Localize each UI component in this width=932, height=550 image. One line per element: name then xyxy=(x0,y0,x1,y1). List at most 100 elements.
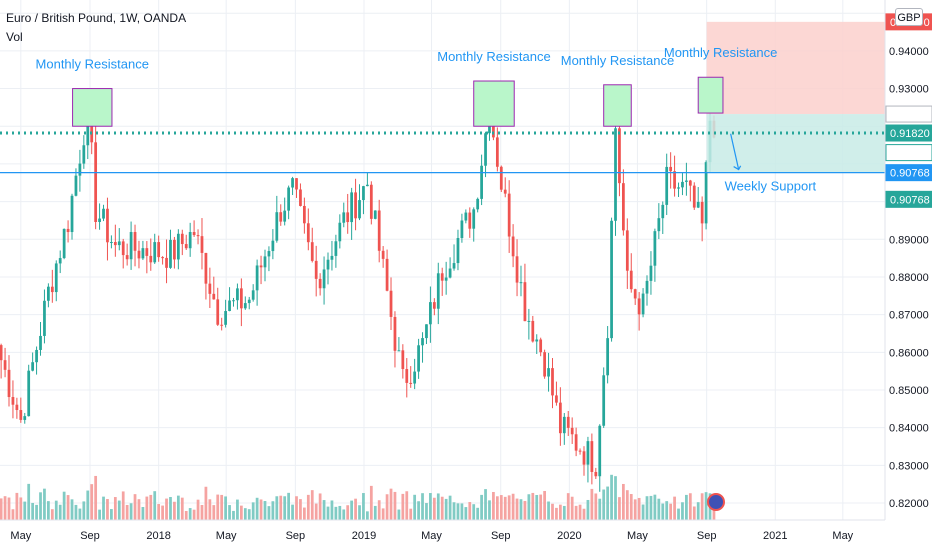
volume-bar xyxy=(606,486,610,520)
time-tick-label: May xyxy=(421,530,442,542)
volume-bar xyxy=(27,483,31,520)
price-tick-label: 0.85000 xyxy=(889,385,929,397)
support-arrow-line xyxy=(730,133,740,170)
candle-body xyxy=(70,195,74,233)
candle-body xyxy=(358,200,361,219)
volume-bar xyxy=(421,493,424,520)
price-tick-label: 0.86000 xyxy=(889,347,929,359)
volume-bar xyxy=(586,499,590,520)
candle-body xyxy=(271,240,275,252)
candle-body xyxy=(279,212,283,222)
volume-bar xyxy=(566,493,570,520)
candle-body xyxy=(665,166,669,205)
candle-body xyxy=(354,192,357,219)
volume-bar xyxy=(259,499,263,520)
candle-body xyxy=(346,212,350,223)
candle-body xyxy=(574,434,578,451)
volume-bar xyxy=(299,499,302,520)
event-marker-icon[interactable] xyxy=(707,493,725,511)
volume-bar xyxy=(551,503,554,520)
volume-bar xyxy=(43,488,46,520)
candle-body xyxy=(397,350,401,352)
candle-body xyxy=(173,239,176,260)
volume-bar xyxy=(547,501,550,520)
volume-bar xyxy=(704,492,708,520)
candle-body xyxy=(389,290,393,317)
volume-bar xyxy=(330,500,334,520)
candle-body xyxy=(145,248,149,256)
volume-bar xyxy=(200,504,204,520)
candle-body xyxy=(488,122,491,134)
volume-bar xyxy=(263,501,267,520)
candle-body xyxy=(98,218,101,222)
candle-body xyxy=(606,338,610,376)
volume-bar xyxy=(176,495,180,520)
candle-body xyxy=(625,230,629,271)
volume-bar xyxy=(23,501,27,520)
volume-bar xyxy=(287,492,291,520)
candle-body xyxy=(200,236,204,253)
resistance-zone xyxy=(603,84,632,127)
price-tag-label: 0.90768 xyxy=(890,194,930,206)
candle-body xyxy=(362,186,365,201)
candle-body xyxy=(405,369,409,383)
candle-body xyxy=(228,300,231,312)
candle-body xyxy=(43,300,46,336)
volume-bar xyxy=(188,508,192,520)
volume-bar xyxy=(389,488,393,520)
price-axis-background xyxy=(885,0,932,550)
candle-body xyxy=(287,187,291,211)
volume-bar xyxy=(106,499,109,520)
candle-body xyxy=(551,368,554,396)
candle-body xyxy=(570,427,574,435)
volume-bar xyxy=(543,490,546,520)
price-tick-label: 0.87000 xyxy=(889,310,929,322)
volume-bar xyxy=(310,490,314,520)
candle-body xyxy=(696,201,700,208)
volume-bar xyxy=(279,495,283,520)
volume-bar xyxy=(614,476,617,520)
candle-body xyxy=(192,232,196,236)
candle-body xyxy=(54,263,58,293)
volume-bar xyxy=(66,495,70,520)
candle-body xyxy=(121,241,125,256)
volume-bar xyxy=(574,505,578,520)
time-tick-label: 2020 xyxy=(557,530,581,542)
volume-bar xyxy=(610,474,613,520)
volume-bar xyxy=(625,490,629,520)
volume-bar xyxy=(519,499,523,520)
time-tick-label: May xyxy=(832,530,853,542)
candle-body xyxy=(169,239,172,268)
candle-body xyxy=(47,286,50,301)
volume-bar xyxy=(224,496,227,520)
candle-body xyxy=(641,293,645,315)
volume-bar xyxy=(3,496,7,520)
candle-body xyxy=(326,259,330,270)
price-tag-label: 0.90768 xyxy=(890,168,930,180)
candle-body xyxy=(251,290,255,300)
volume-bar xyxy=(531,492,535,520)
candle-body xyxy=(0,345,3,361)
candle-body xyxy=(236,288,239,301)
volume-bar xyxy=(133,494,137,520)
candle-body xyxy=(35,349,38,363)
candle-body xyxy=(239,288,243,309)
resistance-label: Monthly Resistance xyxy=(437,49,550,64)
volume-bar xyxy=(555,507,558,520)
candle-body xyxy=(622,183,625,231)
candle-body xyxy=(267,251,271,257)
candle-body xyxy=(464,212,468,221)
volume-bar xyxy=(488,500,491,520)
currency-selector[interactable]: GBP xyxy=(895,8,923,26)
candle-body xyxy=(110,242,113,244)
volume-bar xyxy=(653,494,657,520)
volume-bar xyxy=(208,499,212,520)
volume-bar xyxy=(405,491,409,520)
candle-body xyxy=(468,212,472,229)
take-profit-zone xyxy=(706,114,885,173)
volume-bar xyxy=(511,493,515,520)
volume-bar xyxy=(598,498,602,520)
candle-body xyxy=(456,238,460,264)
time-tick-label: May xyxy=(627,530,648,542)
